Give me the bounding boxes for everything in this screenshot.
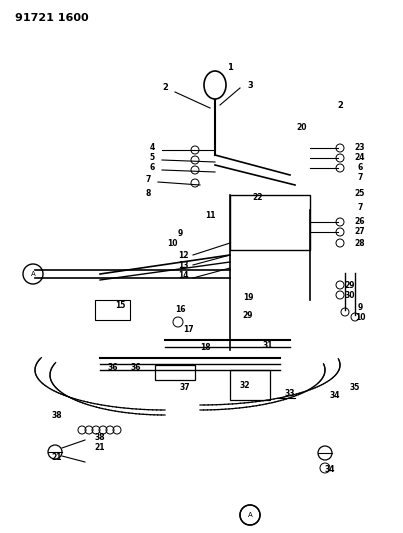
Text: 10: 10 [355, 313, 365, 322]
Text: A: A [247, 512, 252, 518]
Text: 22: 22 [253, 193, 263, 203]
Text: 2: 2 [162, 84, 168, 93]
Text: 13: 13 [178, 261, 188, 270]
Text: 4: 4 [150, 143, 155, 152]
Text: 6: 6 [150, 164, 155, 173]
Text: 7: 7 [357, 204, 363, 213]
Text: 34: 34 [330, 391, 340, 400]
Text: 9: 9 [357, 303, 363, 312]
Text: 23: 23 [355, 143, 365, 152]
Text: 1: 1 [227, 63, 233, 72]
Text: 29: 29 [243, 311, 253, 319]
Text: 27: 27 [355, 228, 365, 237]
Text: 3: 3 [247, 80, 253, 90]
Text: 8: 8 [145, 189, 151, 198]
Text: 20: 20 [297, 124, 307, 133]
Text: 35: 35 [350, 384, 360, 392]
Text: 37: 37 [180, 384, 190, 392]
Text: 36: 36 [131, 364, 141, 373]
Text: 9: 9 [177, 229, 183, 238]
Text: 36: 36 [108, 364, 118, 373]
Text: A: A [31, 271, 35, 277]
Text: 29: 29 [345, 280, 355, 289]
Text: 14: 14 [178, 271, 188, 279]
Text: 38: 38 [95, 432, 105, 441]
Text: 91721 1600: 91721 1600 [15, 13, 89, 23]
Text: 18: 18 [200, 343, 210, 352]
Text: 17: 17 [183, 326, 193, 335]
Text: 33: 33 [285, 389, 295, 398]
Text: 12: 12 [178, 251, 188, 260]
Text: 7: 7 [357, 173, 363, 182]
Text: 21: 21 [95, 443, 105, 453]
Text: 7: 7 [145, 175, 151, 184]
Text: 38: 38 [52, 410, 62, 419]
Text: 5: 5 [150, 154, 155, 163]
Text: 25: 25 [355, 189, 365, 198]
Text: 2: 2 [337, 101, 343, 109]
Text: 34: 34 [325, 465, 335, 474]
Text: 15: 15 [115, 301, 125, 310]
Text: 10: 10 [167, 238, 177, 247]
Text: 19: 19 [243, 294, 253, 303]
Text: 28: 28 [355, 238, 365, 247]
Text: 21: 21 [52, 454, 62, 463]
Text: 24: 24 [355, 154, 365, 163]
Text: 26: 26 [355, 217, 365, 227]
Text: 32: 32 [240, 381, 250, 390]
Text: 31: 31 [263, 341, 273, 350]
Text: 11: 11 [205, 211, 215, 220]
Text: 6: 6 [357, 164, 363, 173]
Text: 16: 16 [175, 305, 185, 314]
Text: 30: 30 [345, 290, 355, 300]
